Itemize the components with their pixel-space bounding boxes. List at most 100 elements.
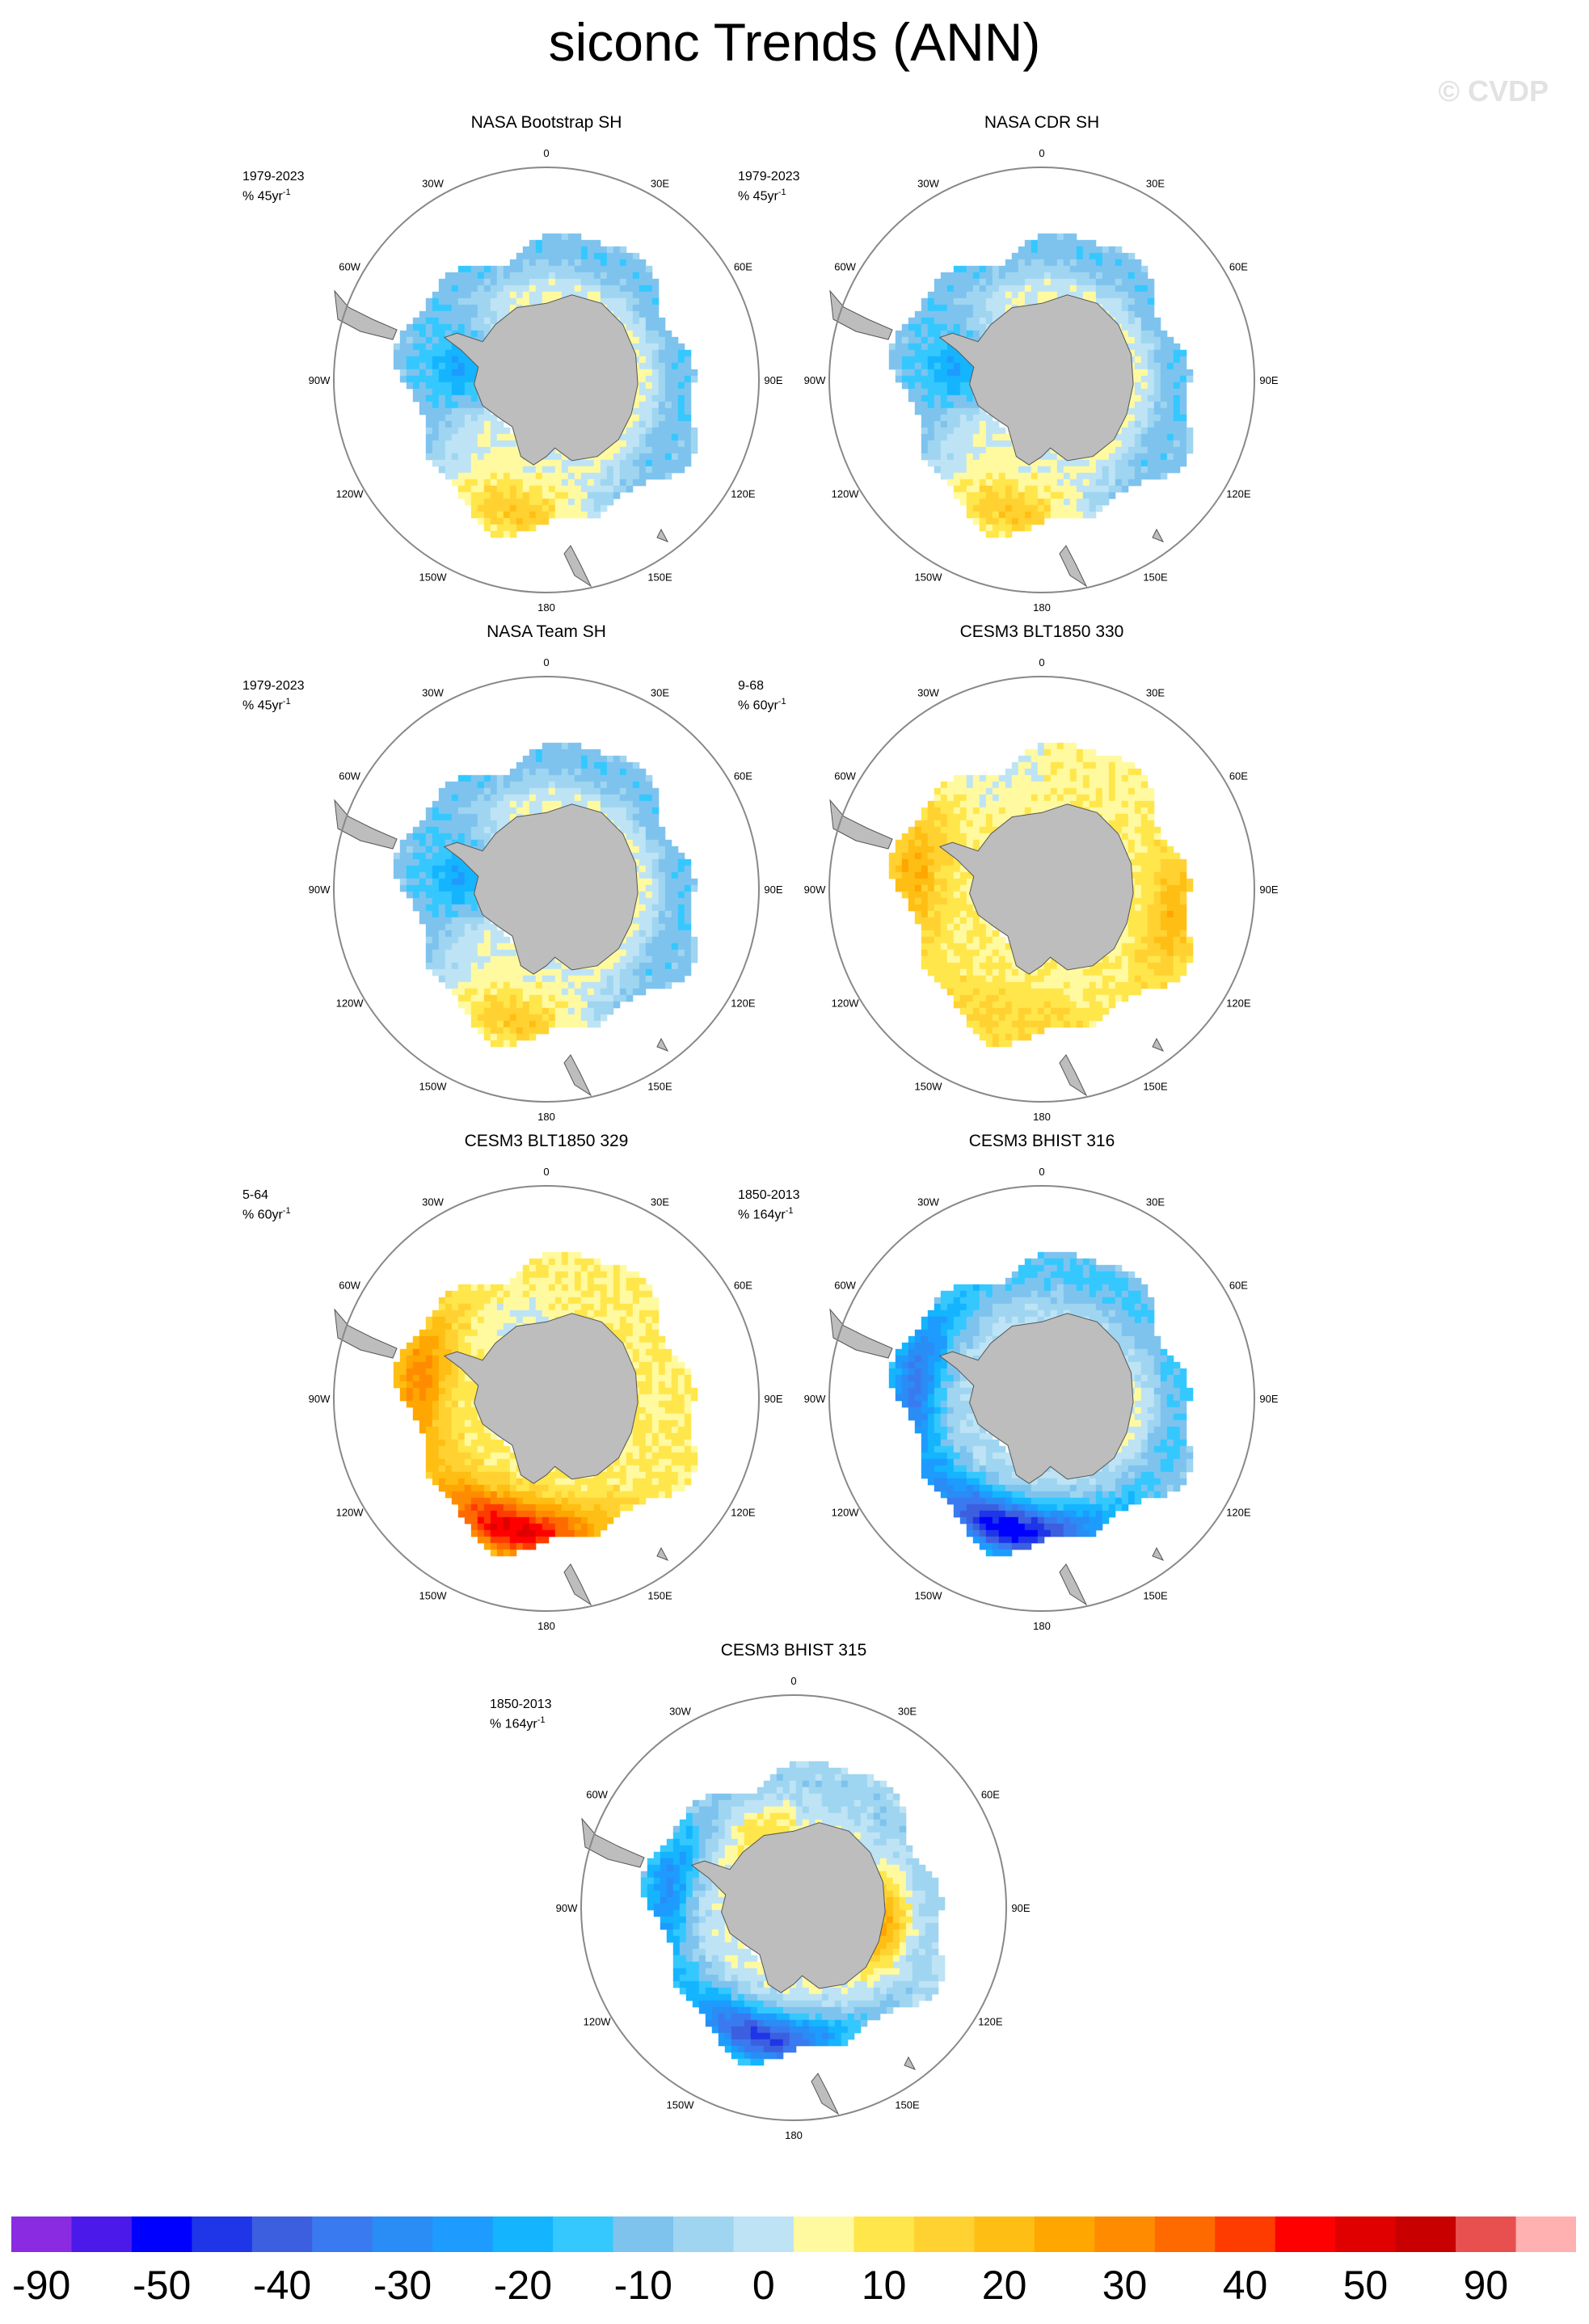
trend-cell <box>921 394 929 403</box>
trend-cell <box>914 826 922 834</box>
trend-cell <box>1127 794 1136 802</box>
trend-cell <box>619 440 627 448</box>
trend-cell <box>1115 317 1123 325</box>
trend-cell <box>1050 272 1058 280</box>
trend-cell <box>946 394 955 403</box>
trend-cell <box>1166 923 1174 931</box>
trend-cell <box>457 807 466 815</box>
trend-cell <box>1127 826 1136 834</box>
trend-cell <box>921 310 929 318</box>
trend-cell <box>992 511 1000 519</box>
trend-cell <box>1031 278 1039 286</box>
trend-cell <box>503 813 511 821</box>
trend-cell <box>934 878 942 886</box>
trend-cell <box>477 846 485 854</box>
trend-cell <box>419 310 427 318</box>
trend-cell <box>509 968 517 976</box>
trend-cell <box>496 485 504 493</box>
trend-cell <box>1140 781 1149 789</box>
trend-cell <box>998 955 1006 964</box>
trend-cell <box>399 884 407 892</box>
trend-cell <box>438 278 446 286</box>
trend-cell <box>516 291 524 299</box>
trend-cell <box>664 846 672 854</box>
trend-cell <box>477 323 485 331</box>
trend-cell <box>496 297 504 306</box>
trend-cell <box>1153 343 1161 351</box>
trend-cell <box>1127 414 1136 422</box>
trend-cell <box>483 936 491 944</box>
trend-cell <box>470 394 478 403</box>
trend-cell <box>940 833 948 841</box>
trend-cell <box>1050 962 1058 970</box>
trend-cell <box>516 962 524 970</box>
trend-cell <box>1153 336 1161 344</box>
trend-cell <box>529 800 537 808</box>
trend-cell <box>1069 768 1077 776</box>
trend-cell <box>645 427 653 435</box>
trend-cell <box>934 871 942 879</box>
trend-cell <box>457 459 466 467</box>
trend-cell <box>425 453 433 461</box>
trend-cell <box>953 936 961 944</box>
trend-cell <box>445 800 453 808</box>
trend-cell <box>548 755 556 763</box>
trend-cell <box>979 936 987 944</box>
trend-cell <box>470 388 478 396</box>
trend-cell <box>979 839 987 847</box>
trend-cell <box>1043 239 1052 247</box>
trend-cell <box>901 375 909 383</box>
trend-cell <box>419 336 427 344</box>
trend-cell <box>651 807 660 815</box>
trend-cell <box>940 923 948 931</box>
trend-cell <box>1037 755 1045 763</box>
trend-cell <box>600 297 608 306</box>
trend-cell <box>632 453 640 461</box>
trend-cell <box>914 356 922 364</box>
trend-cell <box>671 865 679 873</box>
longitude-label: 120E <box>731 488 756 500</box>
trend-cell <box>490 427 498 435</box>
trend-cell <box>516 1007 524 1015</box>
trend-cell <box>509 433 517 441</box>
trend-cell <box>580 774 588 782</box>
trend-cell <box>658 433 666 441</box>
trend-cell <box>464 485 472 493</box>
trend-cell <box>470 498 478 506</box>
trend-cell <box>535 794 543 802</box>
trend-cell <box>946 826 955 834</box>
trend-cell <box>496 820 504 828</box>
trend-cell <box>613 252 621 260</box>
trend-cell <box>1127 472 1136 480</box>
trend-cell <box>934 807 942 815</box>
trend-cell <box>477 310 485 318</box>
trend-cell <box>979 317 987 325</box>
trend-cell <box>677 459 685 467</box>
trend-cell <box>1166 878 1174 886</box>
trend-cell <box>1134 949 1142 957</box>
trend-cell <box>1179 382 1187 390</box>
trend-cell <box>613 278 621 286</box>
trend-cell <box>639 865 647 873</box>
trend-cell <box>908 839 916 847</box>
trend-cell <box>626 479 634 487</box>
trend-cell <box>470 807 478 815</box>
trend-cell <box>946 923 955 931</box>
trend-cell <box>966 472 974 480</box>
trend-cell <box>619 807 627 815</box>
trend-cell <box>972 453 980 461</box>
trend-cell <box>522 968 530 976</box>
trend-cell <box>412 839 420 847</box>
trend-cell <box>690 943 698 951</box>
trend-cell <box>1147 949 1155 957</box>
trend-cell <box>632 323 640 331</box>
trend-cell <box>690 375 698 383</box>
trend-cell <box>503 485 511 493</box>
trend-cell <box>1147 871 1155 879</box>
trend-cell <box>921 356 929 364</box>
trend-cell <box>419 343 427 351</box>
trend-cell <box>613 440 621 448</box>
trend-cell <box>425 833 433 841</box>
trend-cell <box>632 833 640 841</box>
trend-cell <box>921 930 929 938</box>
